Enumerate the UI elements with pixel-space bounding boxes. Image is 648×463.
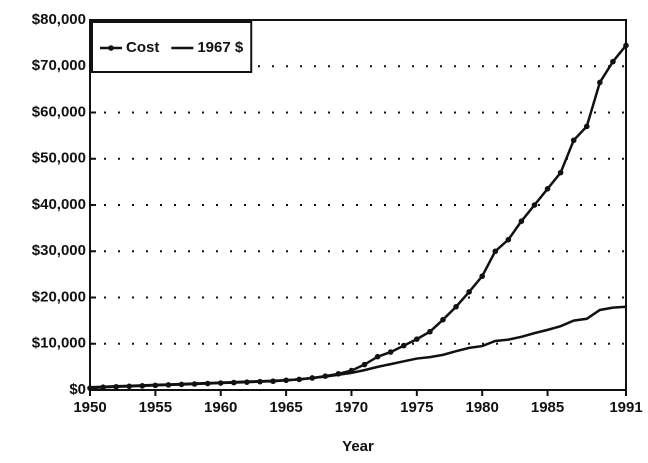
point: [583, 123, 590, 130]
x-tick-label: 1960: [204, 399, 237, 416]
x-tick-label: 1970: [335, 399, 368, 416]
x-tick-label: 1950: [73, 399, 106, 416]
point: [374, 353, 381, 360]
point: [597, 79, 603, 86]
y-tick-label: $70,000: [32, 57, 86, 74]
point: [414, 336, 420, 342]
point: [623, 42, 629, 49]
x-axis-label: Year: [342, 438, 374, 455]
point: [400, 342, 407, 349]
point: [427, 328, 433, 335]
plot-frame: [89, 19, 627, 391]
point: [479, 273, 485, 280]
point: [610, 58, 616, 65]
series-line: [89, 305, 627, 389]
y-tick-label: $30,000: [32, 242, 86, 259]
x-tick-label: 1955: [139, 399, 172, 416]
point: [440, 316, 446, 323]
point: [557, 169, 564, 176]
x-tick-label: 1975: [400, 399, 433, 416]
y-tick-label: $0: [69, 381, 86, 398]
point: [544, 186, 551, 192]
y-tick-label: $80,000: [32, 11, 86, 28]
point: [570, 137, 577, 144]
point: [505, 236, 512, 243]
y-tick-label: $50,000: [32, 150, 86, 167]
x-tick-label: 1991: [609, 399, 642, 416]
point: [531, 202, 538, 208]
x-tick-label: 1980: [466, 399, 499, 416]
y-tick-label: $20,000: [32, 288, 86, 305]
legend-label: 1967 $: [197, 39, 244, 56]
point: [466, 289, 472, 295]
point: [518, 218, 525, 224]
y-tick-label: $40,000: [32, 196, 86, 213]
x-tick-label: 1965: [269, 399, 302, 416]
point: [387, 349, 394, 355]
legend-marker: [108, 45, 114, 51]
series-line: [89, 44, 627, 390]
point: [492, 248, 499, 255]
x-tick-label: 1985: [531, 399, 564, 416]
y-tick-label: $10,000: [32, 335, 86, 352]
legend-label: Cost: [126, 39, 159, 56]
point: [453, 303, 459, 310]
y-tick-label: $60,000: [32, 103, 86, 120]
point: [361, 361, 368, 368]
